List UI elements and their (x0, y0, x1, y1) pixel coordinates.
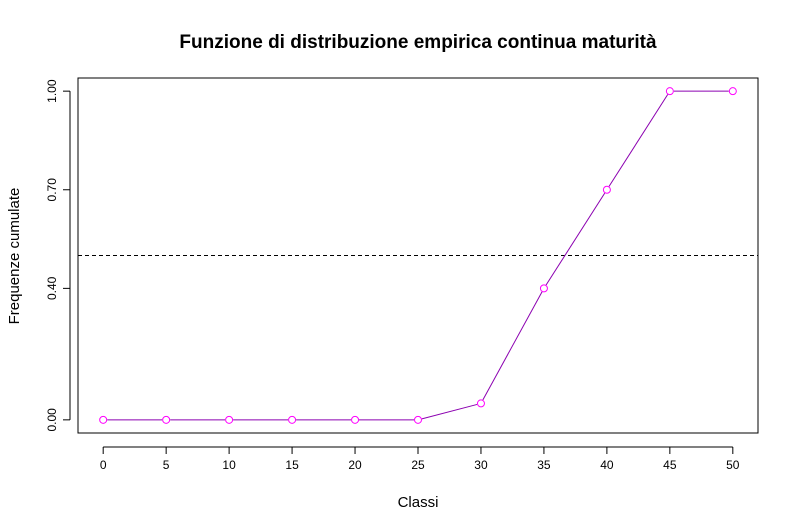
y-tick-label: 0.00 (45, 408, 59, 432)
series-line-segment (482, 291, 543, 401)
x-tick-label: 10 (222, 458, 236, 472)
x-tick-label: 20 (348, 458, 362, 472)
y-tick-label: 1.00 (45, 79, 59, 103)
x-tick-label: 35 (537, 458, 551, 472)
x-tick-label: 5 (163, 458, 170, 472)
y-tick-label: 0.70 (45, 178, 59, 202)
data-point (602, 185, 611, 194)
data-series (99, 87, 737, 424)
data-point (162, 415, 171, 424)
y-tick-label: 0.40 (45, 276, 59, 300)
data-point (99, 415, 108, 424)
data-point (288, 415, 297, 424)
data-point (539, 284, 548, 293)
data-point (414, 415, 422, 424)
x-tick-label: 25 (411, 458, 425, 472)
data-point (665, 87, 674, 96)
data-point (225, 415, 234, 424)
chart-title: Funzione di distribuzione empirica conti… (179, 32, 657, 53)
series-line-segment (608, 94, 669, 187)
x-axis-title: Classi (398, 494, 439, 511)
data-point (476, 399, 485, 408)
x-axis: 0 5 10 15 20 25 30 35 40 45 50 (100, 446, 740, 472)
x-tick-label: 40 (600, 458, 614, 472)
x-tick-label: 50 (726, 458, 740, 472)
data-point (728, 87, 737, 96)
y-axis: 0.00 0.40 0.70 1.00 (45, 79, 71, 432)
data-point (351, 415, 360, 424)
series-line-segment (545, 192, 606, 286)
x-tick-label: 0 (100, 458, 107, 472)
y-axis-title: Frequenze cumulate (6, 188, 23, 325)
x-tick-label: 45 (663, 458, 677, 472)
series-line-segment (421, 403, 478, 420)
x-tick-label: 30 (474, 458, 488, 472)
x-tick-label: 15 (285, 458, 299, 472)
